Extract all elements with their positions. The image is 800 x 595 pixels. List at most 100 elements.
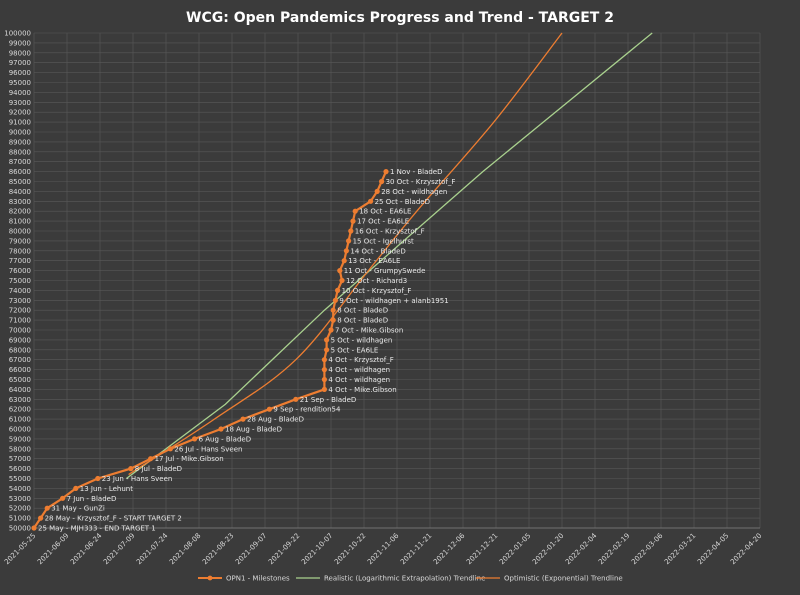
y-tick-label: 66000	[9, 366, 31, 374]
y-tick-label: 65000	[9, 376, 31, 384]
y-tick-label: 52000	[9, 505, 31, 513]
milestone-label: 11 Oct - GrumpySwede	[344, 267, 426, 275]
milestone-label: 4 Oct - wildhagen	[328, 376, 390, 384]
milestone-point	[44, 505, 50, 511]
milestone-point	[335, 287, 341, 293]
y-tick-label: 55000	[9, 475, 31, 483]
y-tick-label: 56000	[9, 465, 31, 473]
milestone-point	[321, 367, 327, 373]
y-tick-label: 72000	[9, 307, 31, 315]
y-tick-label: 84000	[9, 188, 31, 196]
milestone-label: 17 Oct - EA6LE	[357, 218, 409, 226]
milestone-label: 4 Oct - Mike.Gibson	[328, 386, 396, 394]
milestone-label: 28 Oct - wildhagen	[381, 188, 447, 196]
y-tick-label: 63000	[9, 396, 31, 404]
y-axis: 50000 51000 52000 53000 54000 55000 56000 57000…	[4, 30, 31, 533]
milestone-point	[383, 169, 389, 175]
milestone-point	[148, 456, 154, 462]
y-tick-label: 69000	[9, 336, 31, 344]
milestone-label: 18 Oct - EA6LE	[359, 208, 411, 216]
legend-label: Realistic (Logarithmic Extrapolation) Tr…	[324, 575, 485, 583]
y-tick-label: 81000	[9, 218, 31, 226]
y-tick-label: 96000	[9, 69, 31, 77]
milestone-label: 28 Aug - BladeD	[247, 416, 304, 424]
y-tick-label: 90000	[9, 129, 31, 137]
milestone-point	[346, 238, 352, 244]
milestone-label: 7 Jun - BladeD	[67, 495, 117, 503]
milestone-label: 31 May - GunZi	[51, 505, 105, 513]
y-tick-label: 73000	[9, 297, 31, 305]
milestone-point	[293, 396, 299, 402]
milestone-label: 30 Oct - Krzysztof_F	[386, 178, 456, 186]
y-tick-label: 64000	[9, 386, 31, 394]
milestone-label: 17 Jul - Mike.Gibson	[155, 455, 224, 463]
chart-title: WCG: Open Pandemics Progress and Trend -…	[186, 10, 614, 26]
y-tick-label: 60000	[9, 426, 31, 434]
y-tick-label: 99000	[9, 39, 31, 47]
milestone-label: 5 Oct - wildhagen	[331, 336, 393, 344]
y-tick-label: 78000	[9, 247, 31, 255]
milestone-label: 28 May - Krzysztof_F - START TARGET 2	[45, 515, 182, 523]
milestone-point	[350, 218, 356, 224]
milestone-label: 25 Oct - BladeD	[375, 198, 430, 206]
legend-label: Optimistic (Exponential) Trendline	[504, 575, 623, 583]
milestone-label: 10 Oct - Krzysztof_F	[342, 287, 412, 295]
y-tick-label: 70000	[9, 327, 31, 335]
milestone-point	[321, 376, 327, 383]
milestone-point	[330, 317, 336, 323]
legend: OPN1 - Milestones Realistic (Logarithmic …	[198, 575, 623, 583]
milestone-point	[324, 337, 330, 343]
y-tick-label: 97000	[9, 59, 31, 67]
milestone-label: 14 Oct - BladeD	[350, 247, 405, 255]
milestone-point	[266, 406, 272, 412]
y-tick-label: 57000	[9, 455, 31, 463]
milestone-point	[167, 446, 173, 452]
y-tick-label: 89000	[9, 138, 31, 146]
milestone-label: 7 Oct - Mike.Gibson	[335, 327, 403, 335]
y-tick-label: 94000	[9, 89, 31, 97]
y-tick-label: 54000	[9, 485, 31, 493]
milestone-point	[339, 277, 345, 284]
optimistic-trendline	[128, 32, 563, 476]
milestone-point	[352, 208, 358, 214]
legend-marker	[207, 575, 213, 581]
milestone-point	[324, 347, 330, 353]
milestone-label: 16 Oct - Krzysztof_F	[355, 228, 425, 236]
y-tick-label: 61000	[9, 416, 31, 424]
milestone-label: 15 Oct - Igelhurst	[353, 237, 414, 245]
milestone-point	[341, 258, 347, 264]
milestone-point	[332, 297, 338, 303]
milestone-point	[128, 466, 134, 472]
milestone-label: 5 Oct - EA6LE	[331, 346, 379, 354]
y-tick-label: 88000	[9, 148, 31, 156]
y-tick-label: 93000	[9, 99, 31, 107]
y-tick-label: 91000	[9, 119, 31, 127]
y-tick-label: 77000	[9, 257, 31, 265]
y-tick-label: 83000	[9, 198, 31, 206]
milestone-label: 13 Jun - Lehunt	[80, 485, 133, 493]
milestone-point	[60, 495, 66, 501]
milestone-label: 8 Oct - BladeD	[337, 317, 388, 325]
milestone-point	[73, 485, 79, 491]
y-tick-label: 53000	[9, 495, 31, 503]
y-tick-label: 76000	[9, 267, 31, 275]
milestone-point	[337, 268, 343, 274]
milestone-point	[240, 416, 246, 422]
y-tick-label: 86000	[9, 168, 31, 176]
milestone-label: 9 Oct - wildhagen + alanb1951	[339, 297, 448, 305]
milestone-label: 8 Oct - BladeD	[337, 307, 388, 315]
y-tick-label: 59000	[9, 435, 31, 443]
y-tick-label: 95000	[9, 79, 31, 87]
realistic-trendline	[126, 32, 653, 480]
y-tick-label: 50000	[9, 525, 31, 533]
milestone-label: 26 Jul - Hans Sveen	[174, 445, 242, 453]
milestone-label: 9 Sep - rendition54	[273, 406, 341, 414]
y-tick-label: 100000	[4, 30, 31, 38]
milestone-label: 18 Aug - BladeD	[225, 426, 282, 434]
grid-lines	[33, 32, 761, 529]
milestone-point	[218, 426, 224, 432]
milestone-label: 4 Oct - Krzysztof_F	[328, 356, 393, 364]
